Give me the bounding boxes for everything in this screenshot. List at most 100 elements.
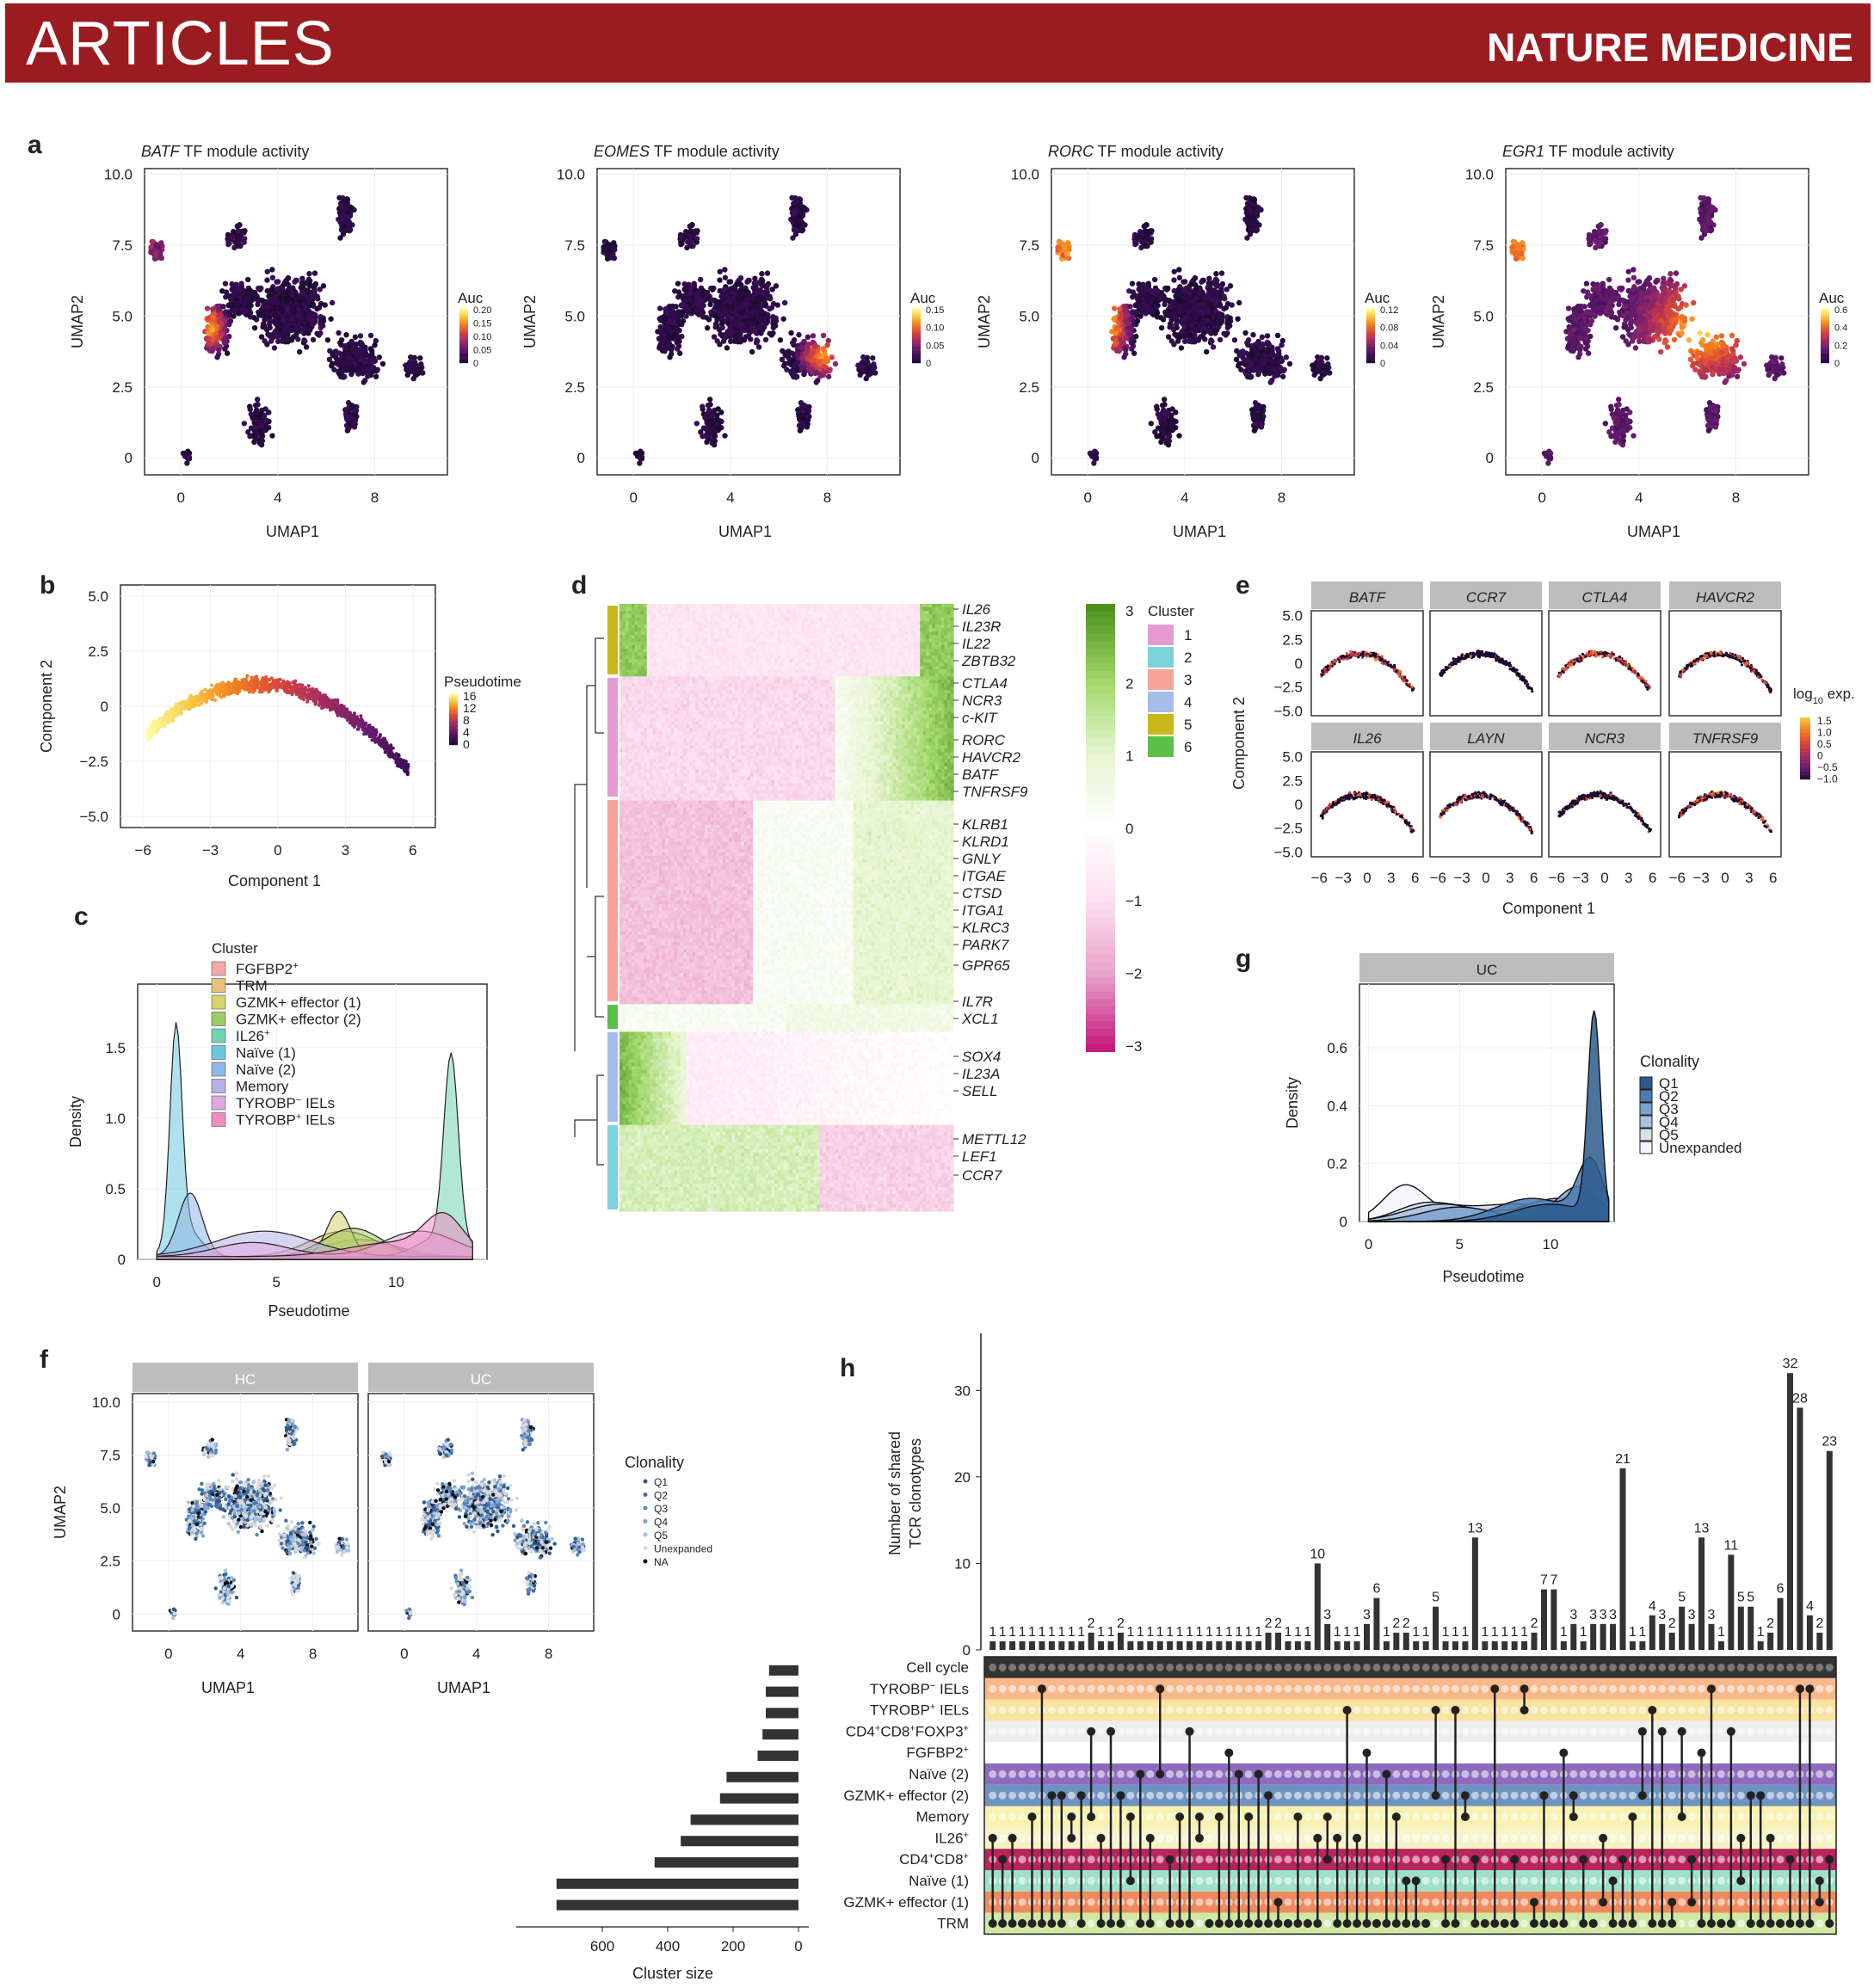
umap-point — [1176, 267, 1182, 273]
umap-point — [824, 342, 830, 348]
umap-point — [759, 303, 765, 309]
umap-point — [675, 346, 681, 352]
panel-letter-h: h — [840, 1354, 855, 1382]
umap-point — [1660, 280, 1667, 286]
umap-point — [1248, 367, 1254, 373]
umap-point — [1267, 370, 1273, 376]
umap-point — [1276, 359, 1282, 365]
umap-point — [781, 299, 788, 306]
umap-point — [704, 324, 711, 331]
umap-point — [733, 332, 739, 338]
umap-point — [297, 295, 304, 301]
umap-point — [1248, 360, 1254, 366]
umap-point — [1664, 344, 1671, 350]
umap-point — [870, 355, 876, 361]
umap-point — [1204, 317, 1211, 324]
umap-point — [1625, 277, 1631, 283]
umap-point — [341, 227, 348, 234]
umap-point — [1196, 317, 1203, 323]
legend-colorbar — [1366, 341, 1375, 343]
legend-colorbar — [459, 318, 468, 321]
umap-point — [728, 315, 735, 321]
umap-point — [376, 354, 383, 360]
umap-point — [1324, 355, 1330, 361]
umap-point — [348, 364, 354, 371]
legend-colorbar — [912, 342, 921, 344]
y-axis-label: UMAP2 — [976, 295, 993, 348]
legend-colorbar — [912, 348, 921, 350]
umap-point — [330, 360, 336, 366]
panel-letter-c: c — [74, 902, 89, 931]
umap-point — [1215, 311, 1222, 318]
umap-point — [1248, 207, 1254, 213]
legend-colorbar — [1366, 348, 1375, 350]
umap-point — [1148, 421, 1155, 427]
umap-point — [1279, 373, 1286, 379]
legend-colorbar — [1366, 361, 1375, 364]
umap-point — [343, 332, 349, 338]
legend-colorbar — [912, 311, 921, 314]
umap-point — [722, 433, 728, 439]
legend-tick: 0.12 — [1380, 305, 1398, 316]
umap-point — [793, 374, 799, 380]
panel-letter-d: d — [571, 571, 587, 600]
umap-point — [348, 415, 354, 422]
umap-point — [367, 332, 374, 339]
umap-point — [717, 277, 723, 283]
umap-point — [669, 347, 675, 353]
legend-colorbar — [459, 311, 468, 312]
umap-point — [238, 280, 244, 286]
umap-point — [675, 280, 681, 286]
legend-colorbar — [912, 331, 921, 333]
umap-point — [1283, 354, 1290, 360]
umap-point — [148, 244, 154, 250]
umap-point — [256, 413, 263, 419]
umap-point — [1205, 280, 1212, 286]
umap-point — [361, 370, 367, 376]
legend-colorbar — [912, 360, 921, 362]
umap-point — [257, 428, 264, 434]
umap-point — [871, 361, 877, 367]
legend-tick: 0.08 — [1380, 323, 1398, 334]
umap-point — [751, 280, 758, 286]
umap-point — [1636, 338, 1643, 345]
legend-colorbar — [1366, 353, 1375, 355]
legend-colorbar — [912, 315, 921, 317]
legend-colorbar — [1366, 308, 1375, 310]
umap-point — [734, 281, 740, 287]
umap-point — [827, 366, 833, 372]
umap-point — [662, 345, 668, 352]
umap-point — [1324, 366, 1330, 372]
umap-point — [299, 280, 305, 286]
umap-point — [1146, 286, 1153, 293]
umap-point — [258, 334, 265, 340]
umap-point — [340, 195, 346, 201]
y-tick-label: 7.5 — [112, 237, 133, 254]
umap-point — [1252, 400, 1259, 406]
legend-title: Auc — [458, 290, 484, 306]
umap-point — [269, 267, 275, 273]
umap-point — [274, 286, 280, 292]
legend-colorbar — [912, 329, 921, 330]
legend-colorbar — [912, 335, 921, 337]
umap-point — [1162, 402, 1168, 408]
umap-point — [1690, 299, 1697, 306]
umap-point — [1174, 324, 1180, 331]
umap-point — [815, 359, 821, 365]
umap-point — [227, 317, 234, 324]
umap-point — [1177, 311, 1183, 317]
umap-point — [764, 270, 771, 276]
umap-point — [1656, 336, 1662, 342]
legend-colorbar — [912, 353, 921, 355]
umap-point — [777, 337, 784, 343]
umap-point — [1254, 415, 1261, 422]
umap-point — [1264, 333, 1271, 339]
legend-colorbar — [912, 357, 921, 360]
umap-point — [1196, 324, 1202, 330]
umap-point — [1209, 338, 1215, 344]
umap-point — [243, 295, 250, 301]
legend-colorbar — [1366, 354, 1375, 357]
legend-colorbar — [459, 329, 468, 330]
